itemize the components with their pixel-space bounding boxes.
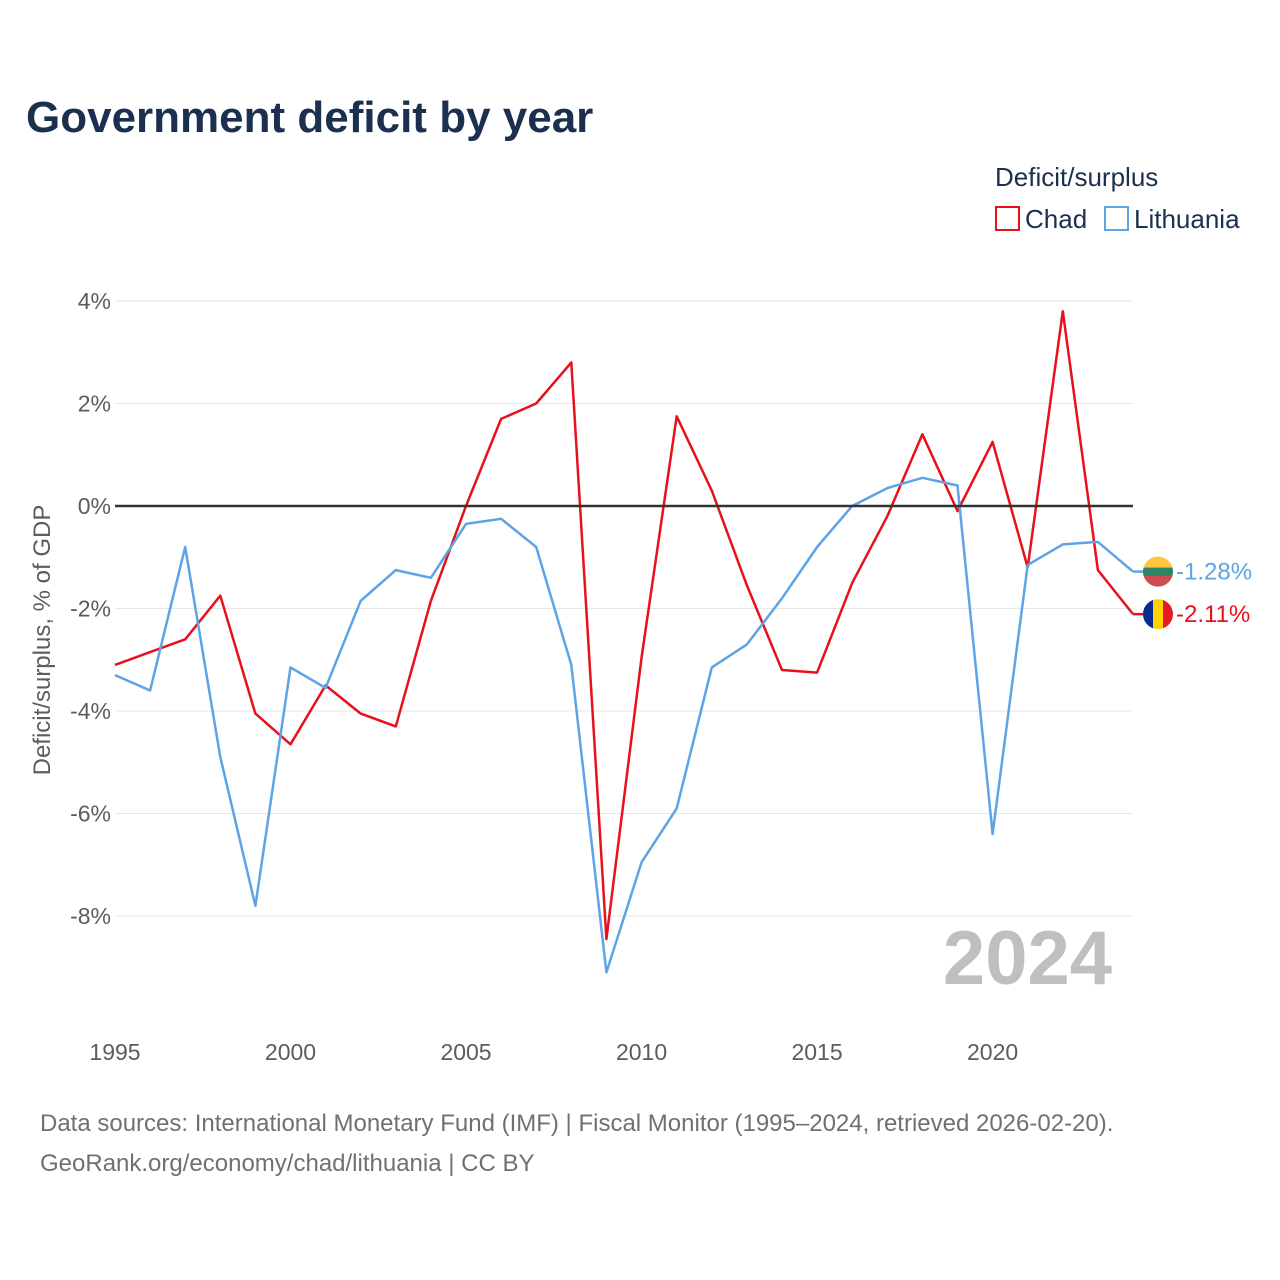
legend-title: Deficit/surplus <box>995 162 1158 192</box>
legend-label-lithuania: Lithuania <box>1134 204 1240 234</box>
x-tick-label: 2010 <box>616 1039 667 1065</box>
chad-flag-icon <box>1143 599 1173 630</box>
flag-stripe <box>1143 599 1154 630</box>
x-tick-label: 2015 <box>791 1039 842 1065</box>
chart-title: Government deficit by year <box>26 93 593 142</box>
y-axis-ticks: 4% 2% 0% -2% -4% -6% -8% <box>70 288 111 929</box>
series-lines <box>114 310 1134 974</box>
x-tick-label: 2000 <box>265 1039 316 1065</box>
y-tick-label: 0% <box>78 493 111 519</box>
y-tick-label: -8% <box>70 903 111 929</box>
flag-stripe <box>1143 556 1173 569</box>
x-tick-label: 1995 <box>89 1039 140 1065</box>
footer-sources: Data sources: International Monetary Fun… <box>40 1110 1113 1137</box>
flag-stripe <box>1163 599 1173 630</box>
flag-stripe <box>1143 567 1173 577</box>
lithuania-flag-icon <box>1143 556 1173 587</box>
x-axis-ticks: 1995 2000 2005 2010 2015 2020 <box>89 1039 1018 1065</box>
legend-swatch-lithuania <box>1104 206 1129 231</box>
y-tick-label: 4% <box>78 288 111 314</box>
y-tick-label: -4% <box>70 698 111 724</box>
flag-stripe <box>1153 599 1164 630</box>
y-tick-label: -6% <box>70 801 111 827</box>
end-label-lithuania: -1.28% <box>1176 559 1252 586</box>
y-axis-label: Deficit/surplus, % of GDP <box>29 505 56 776</box>
legend-swatch-chad <box>995 206 1020 231</box>
series-line-lithuania <box>114 476 1134 974</box>
end-labels: -2.11% -1.28% <box>1133 556 1252 630</box>
flag-tint <box>1143 556 1173 587</box>
series-line-chad <box>114 310 1134 941</box>
legend-item-lithuania[interactable]: Lithuania <box>1104 204 1240 234</box>
y-tick-label: -2% <box>70 596 111 622</box>
y-tick-label: 2% <box>78 391 111 417</box>
legend: Deficit/surplus Chad Lithuania <box>995 162 1240 234</box>
year-watermark: 2024 <box>943 916 1112 1001</box>
footer-attribution[interactable]: GeoRank.org/economy/chad/lithuania | CC … <box>40 1150 535 1177</box>
flag-stripe <box>1143 575 1173 587</box>
legend-item-chad[interactable]: Chad <box>995 204 1087 234</box>
legend-label-chad: Chad <box>1025 204 1087 234</box>
x-tick-label: 2020 <box>967 1039 1018 1065</box>
x-tick-label: 2005 <box>440 1039 491 1065</box>
end-label-chad: -2.11% <box>1176 601 1250 628</box>
